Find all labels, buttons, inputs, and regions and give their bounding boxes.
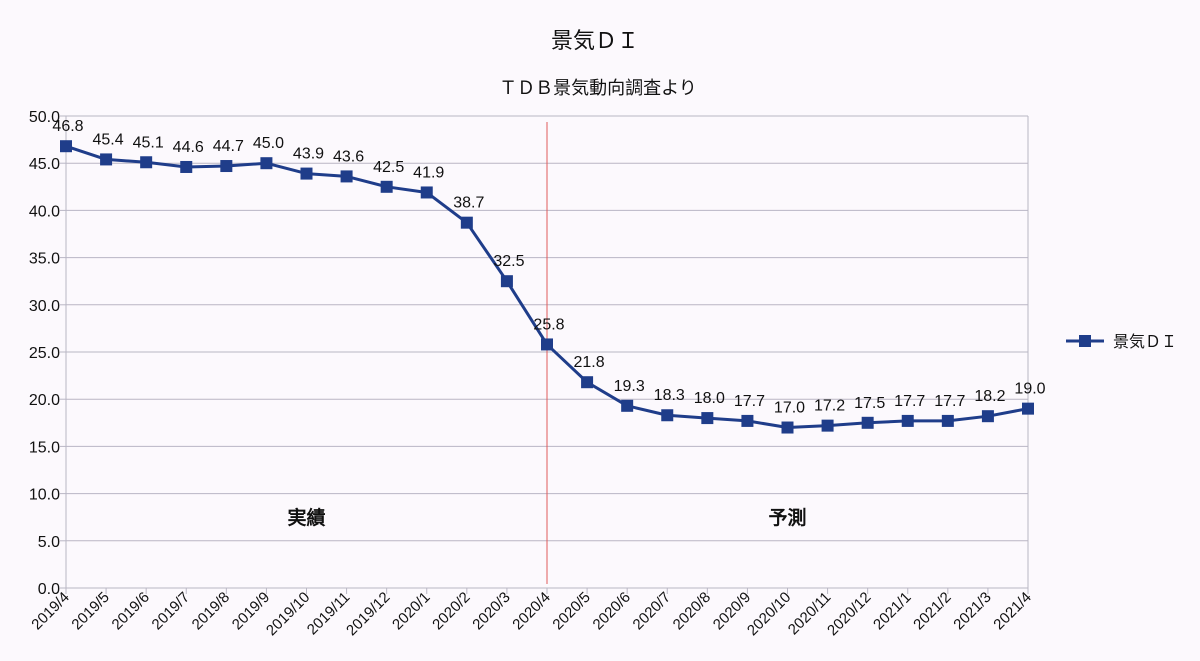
data-point (500, 275, 513, 288)
x-tick-label: 2021/4 (990, 589, 1034, 633)
y-tick-label: 25.0 (29, 345, 60, 362)
y-tick-label: 5.0 (38, 534, 60, 551)
data-label: 21.8 (574, 354, 605, 371)
data-label: 43.9 (293, 146, 324, 163)
data-label: 19.0 (1014, 381, 1045, 398)
data-label: 46.8 (52, 118, 83, 135)
data-label: 44.7 (213, 138, 244, 155)
data-point (300, 167, 313, 180)
x-tick-label: 2020/12 (824, 589, 874, 639)
data-point (460, 216, 473, 229)
legend-label: 景気ＤＩ (1113, 332, 1177, 351)
x-tick-label: 2020/8 (670, 589, 714, 633)
data-point (941, 414, 954, 427)
data-label: 17.5 (854, 395, 885, 412)
data-point (821, 419, 834, 432)
data-point (60, 140, 72, 153)
x-tick-label: 2019/6 (109, 589, 153, 633)
chart-title: 景気ＤＩ (551, 29, 639, 54)
x-tick-label: 2021/2 (910, 589, 954, 633)
annotation-actual: 実績 (287, 506, 325, 529)
data-point (380, 180, 393, 193)
x-tick-label: 2020/4 (509, 589, 553, 633)
data-label: 17.0 (774, 400, 805, 417)
y-tick-label: 30.0 (29, 298, 60, 315)
data-label: 17.7 (734, 393, 765, 410)
data-point (100, 153, 113, 166)
x-tick-label: 2019/5 (68, 589, 112, 633)
data-label: 18.3 (654, 387, 685, 404)
data-point (661, 409, 674, 422)
x-tick-label: 2019/12 (343, 589, 393, 639)
chart-subtitle: ＴＤＢ景気動向調査より (499, 78, 697, 99)
x-tick-label: 2021/1 (870, 589, 914, 633)
data-label: 17.7 (934, 393, 965, 410)
x-tick-label: 2020/1 (389, 589, 433, 633)
data-label: 38.7 (453, 195, 484, 212)
data-label: 17.2 (814, 398, 845, 415)
x-tick-label: 2020/3 (469, 589, 513, 633)
data-label: 18.2 (974, 388, 1005, 405)
y-tick-label: 20.0 (29, 392, 60, 409)
x-tick-label: 2019/8 (189, 589, 233, 633)
x-tick-label: 2020/5 (549, 589, 593, 633)
x-tick-label: 2020/10 (744, 589, 794, 639)
x-tick-label: 2020/6 (590, 589, 634, 633)
data-point (901, 414, 914, 427)
data-label: 45.1 (133, 134, 164, 151)
y-tick-label: 45.0 (29, 156, 60, 173)
data-point (581, 376, 594, 389)
data-label: 45.4 (93, 131, 124, 148)
data-label: 45.0 (253, 135, 284, 152)
y-tick-label: 10.0 (29, 487, 60, 504)
y-tick-label: 15.0 (29, 439, 60, 456)
plot-area: 0.0 5.0 10.0 15.0 20.0 25.0 30.0 35.0 40.0 45.0 50… (28, 109, 1045, 639)
legend: 景気ＤＩ (1066, 332, 1177, 351)
data-point (1022, 402, 1034, 415)
x-tick-label: 2019/7 (149, 589, 193, 633)
data-label: 17.7 (894, 393, 925, 410)
data-label: 25.8 (533, 316, 564, 333)
x-tick-label: 2020/2 (429, 589, 473, 633)
legend-marker (1079, 335, 1091, 347)
data-label: 43.6 (333, 148, 364, 165)
x-tick-label: 2021/3 (950, 589, 994, 633)
data-label: 32.5 (493, 253, 524, 270)
y-tick-label: 0.0 (38, 581, 60, 598)
annotation-forecast: 予測 (768, 506, 806, 529)
y-tick-label: 40.0 (29, 203, 60, 220)
data-point (260, 157, 273, 170)
x-tick-label: 2019/10 (263, 589, 313, 639)
data-point (621, 399, 634, 412)
data-point (981, 410, 994, 423)
data-point (340, 170, 353, 183)
y-tick-label: 50.0 (29, 109, 60, 126)
data-point (701, 412, 714, 425)
data-label: 18.0 (694, 390, 725, 407)
data-point (541, 338, 553, 351)
data-label: 19.3 (614, 378, 645, 395)
data-point (741, 414, 754, 427)
data-point (861, 416, 874, 429)
x-tick-label: 2020/7 (630, 589, 674, 633)
data-point (140, 156, 153, 169)
data-point (180, 160, 193, 173)
data-label: 42.5 (373, 159, 404, 176)
data-label: 44.6 (173, 139, 204, 156)
y-tick-label: 35.0 (29, 251, 60, 268)
data-label: 41.9 (413, 164, 444, 181)
data-point (420, 186, 433, 199)
data-point (781, 421, 794, 434)
data-point (220, 160, 233, 173)
